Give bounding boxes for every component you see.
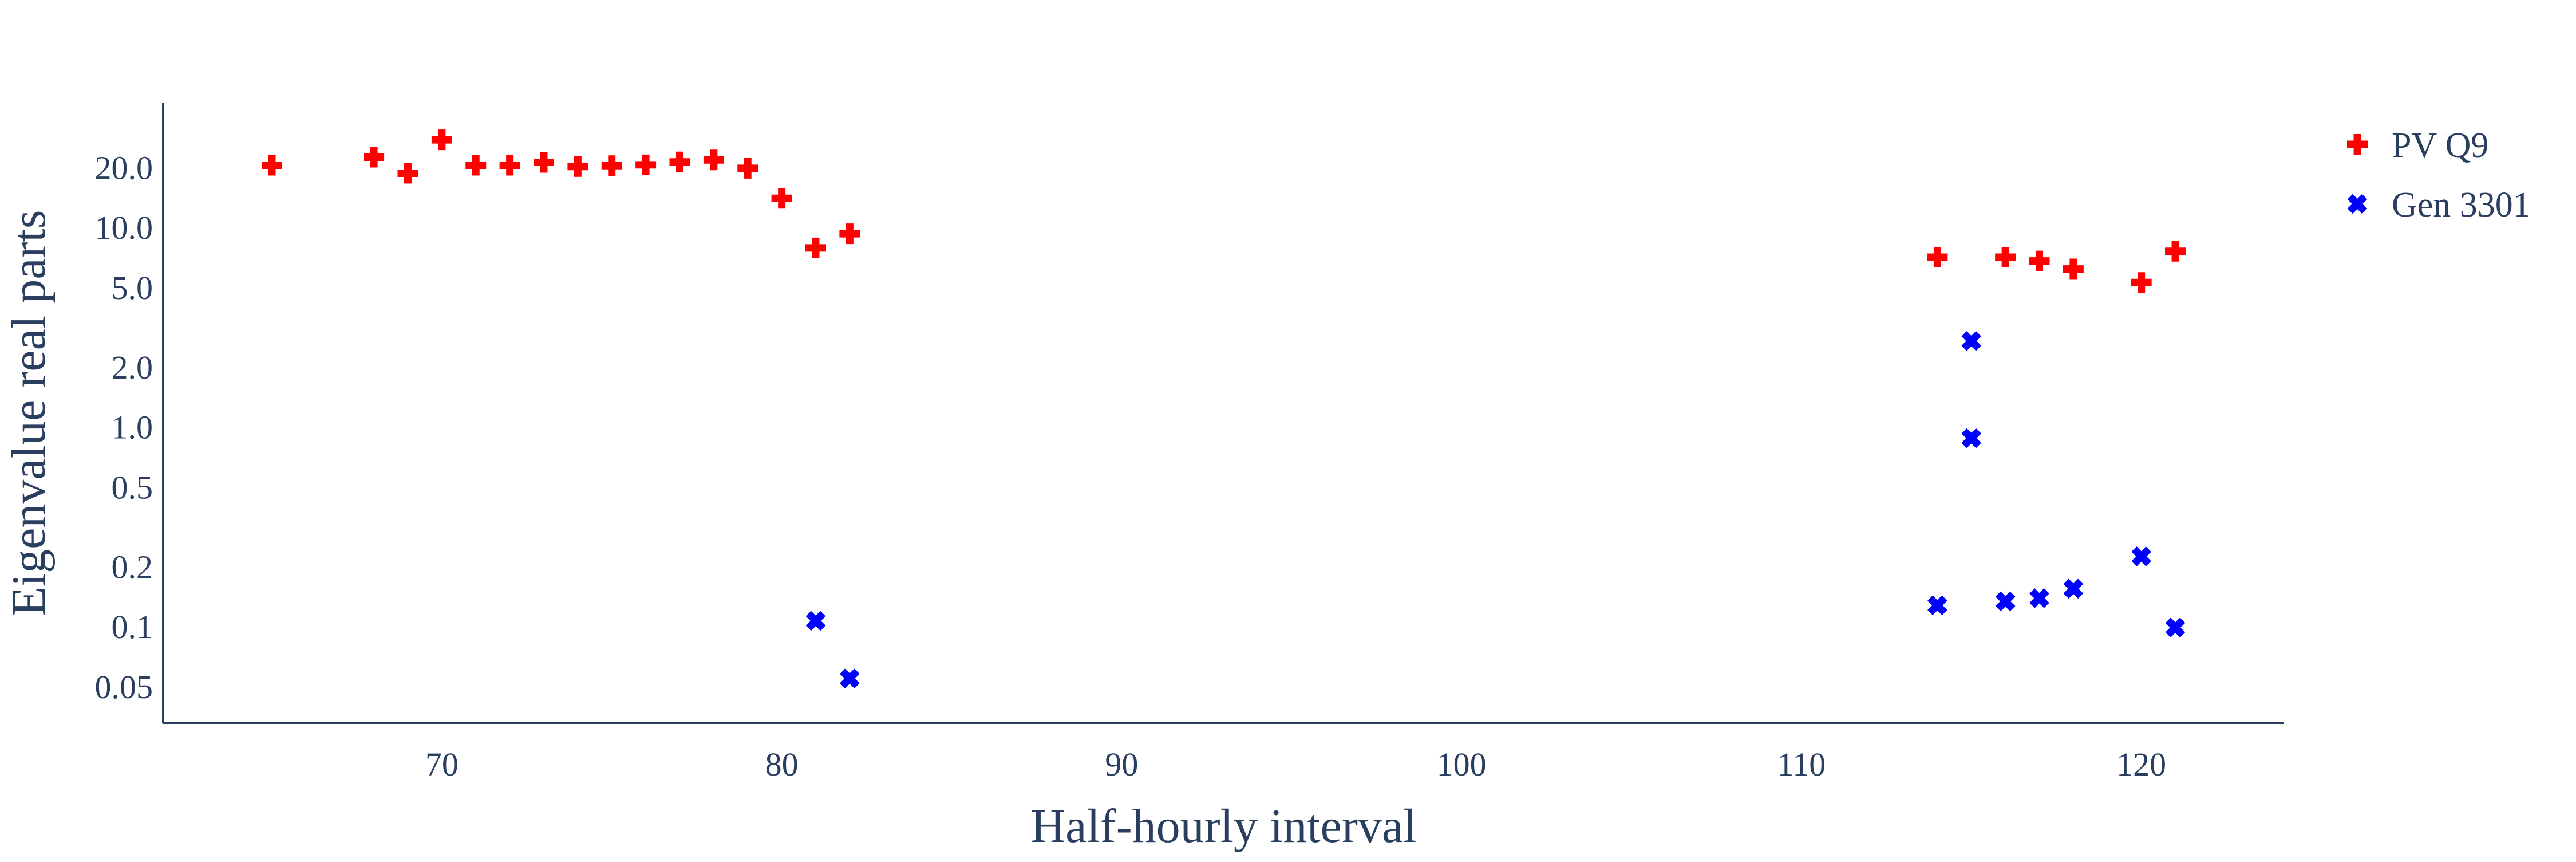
data-point-cross xyxy=(703,149,724,171)
data-point-cross xyxy=(2029,250,2050,271)
data-point-x xyxy=(805,611,826,631)
data-point-x xyxy=(1961,428,1982,448)
data-point-cross xyxy=(567,156,588,177)
data-point-x xyxy=(1927,595,1947,616)
x-tick-label: 100 xyxy=(1437,746,1487,783)
y-tick-label: 0.05 xyxy=(95,668,153,706)
legend[interactable]: PV Q9 Gen 3301 xyxy=(2343,126,2531,225)
y-tick-label: 10.0 xyxy=(95,209,153,246)
y-tick-label: 5.0 xyxy=(112,269,153,306)
data-point-x xyxy=(1995,591,2016,612)
data-point-x xyxy=(1961,331,1982,351)
data-point-x xyxy=(2063,578,2084,599)
data-point-x xyxy=(840,668,860,689)
legend-label: PV Q9 xyxy=(2392,126,2488,165)
data-point-cross xyxy=(262,155,282,176)
y-tick-label: 2.0 xyxy=(112,349,153,386)
data-point-cross xyxy=(1995,247,2016,268)
series-0 xyxy=(262,129,2186,293)
data-point-cross xyxy=(601,155,622,176)
data-point-cross xyxy=(771,188,792,209)
x-tick-label: 80 xyxy=(765,746,799,783)
x-tick-label: 110 xyxy=(1777,746,1826,783)
data-point-cross xyxy=(2165,241,2186,262)
data-point-cross xyxy=(839,223,860,245)
y-tick-label: 20.0 xyxy=(95,149,153,186)
legend-marker xyxy=(2347,134,2368,155)
series-1 xyxy=(805,331,2186,689)
data-point-cross xyxy=(1927,247,1948,268)
legend-item[interactable]: Gen 3301 xyxy=(2343,186,2531,225)
series-layer xyxy=(262,129,2186,689)
x-axis-ticks: 70 80 90 100 110 120 xyxy=(425,746,2166,783)
data-point-cross xyxy=(737,158,758,179)
y-axis-title: Eigenvalue real parts xyxy=(2,210,56,616)
data-point-cross xyxy=(431,129,452,151)
legend-marker xyxy=(2347,194,2368,214)
y-tick-label: 0.1 xyxy=(112,608,153,645)
x-tick-label: 90 xyxy=(1105,746,1138,783)
data-point-cross xyxy=(2063,258,2084,280)
y-tick-label: 0.5 xyxy=(112,469,153,506)
x-tick-label: 70 xyxy=(425,746,459,783)
data-point-cross xyxy=(397,163,418,184)
y-axis-ticks: 0.05 0.1 0.2 0.5 1.0 2.0 5.0 10.0 20.0 xyxy=(95,149,153,706)
data-point-cross xyxy=(465,155,487,176)
legend-label: Gen 3301 xyxy=(2392,186,2531,225)
data-point-cross xyxy=(635,154,657,175)
data-point-x xyxy=(2029,588,2049,608)
data-point-cross xyxy=(805,237,826,258)
legend-item[interactable]: PV Q9 xyxy=(2347,126,2488,165)
data-point-cross xyxy=(2131,272,2152,293)
data-point-cross xyxy=(364,147,385,168)
data-point-cross xyxy=(534,152,554,173)
y-tick-label: 0.2 xyxy=(112,548,153,585)
data-point-x xyxy=(2131,546,2151,566)
x-axis-title: Half-hourly interval xyxy=(1030,800,1416,853)
data-point-x xyxy=(2165,617,2186,638)
y-tick-label: 1.0 xyxy=(112,409,153,446)
x-tick-label: 120 xyxy=(2116,746,2166,783)
data-point-cross xyxy=(669,151,690,172)
data-point-cross xyxy=(499,155,520,176)
